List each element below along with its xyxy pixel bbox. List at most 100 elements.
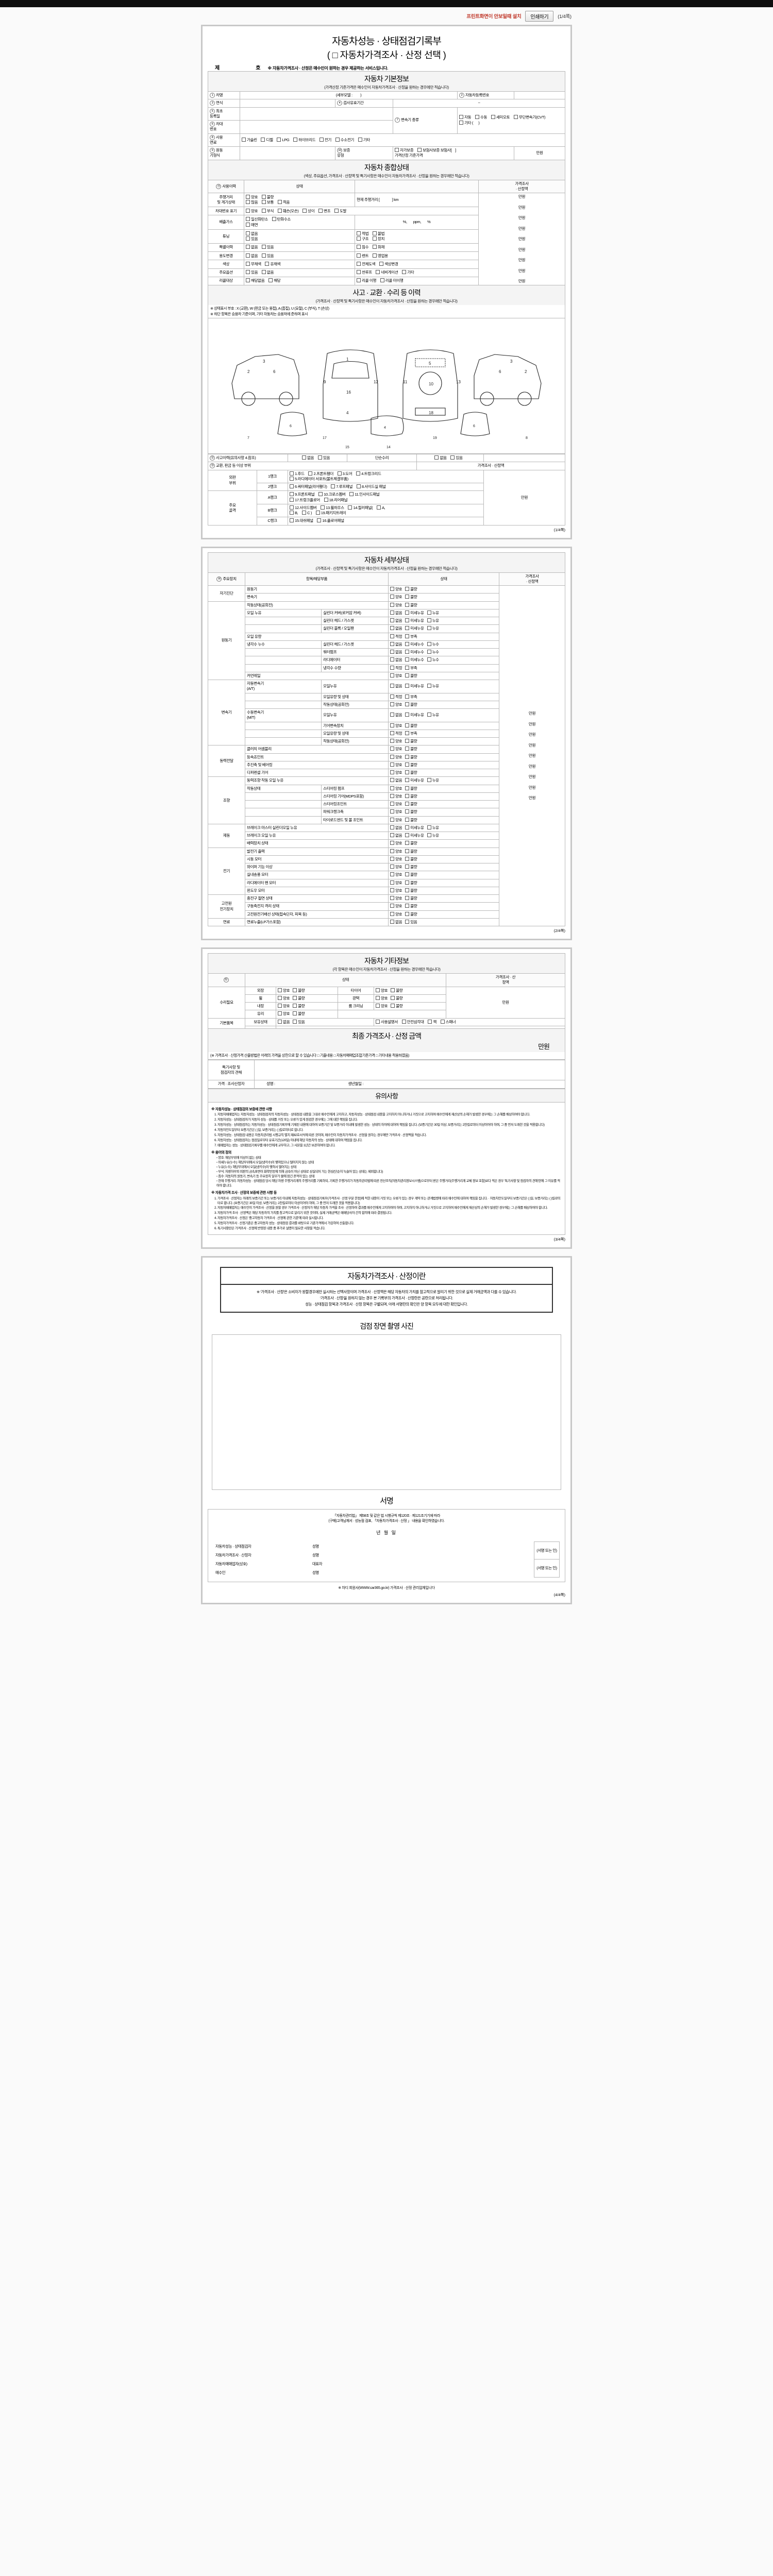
- opt-불량[interactable]: 불량: [405, 849, 417, 854]
- etc-interior-opts[interactable]: 양호 불량: [276, 1002, 338, 1011]
- mileage-state[interactable]: 양호 불량 많음 보통 적음: [244, 192, 355, 208]
- opt-hc[interactable]: 탄화수소: [272, 217, 291, 222]
- sign-input-1[interactable]: [345, 1542, 534, 1551]
- inspect-value[interactable]: ~: [393, 99, 565, 108]
- opt-적정[interactable]: 적정: [390, 694, 402, 700]
- part-pillar-b[interactable]: B,: [290, 511, 298, 516]
- detail-state-options[interactable]: 양호 불량: [388, 863, 500, 872]
- detail-state-options[interactable]: 양호 불량: [388, 886, 500, 895]
- detail-state-options[interactable]: 양호 불량: [388, 784, 500, 793]
- detail-state-options[interactable]: 양호 불량: [388, 700, 500, 709]
- opt-누유[interactable]: 누유: [427, 713, 439, 718]
- fuel-opt-lpg[interactable]: LPG: [277, 137, 290, 143]
- detail-state-options[interactable]: 양호 불량: [388, 855, 500, 864]
- opt-none[interactable]: 없음: [278, 1019, 290, 1025]
- opt-good[interactable]: 양호: [246, 194, 258, 200]
- opt-없음[interactable]: 없음: [390, 650, 402, 655]
- detail-state-options[interactable]: 적정 부족: [388, 692, 500, 701]
- history-options[interactable]: 없음 있음: [288, 454, 347, 463]
- detail-state-options[interactable]: 적정 부족: [388, 632, 500, 641]
- opt-legal[interactable]: 적법: [357, 231, 369, 236]
- opt-fire[interactable]: 화재: [372, 245, 384, 250]
- opt-fullpaint[interactable]: 전체도색: [357, 261, 376, 267]
- opt-양호[interactable]: 양호: [390, 911, 402, 917]
- opt-bad[interactable]: 불량: [261, 194, 274, 200]
- opt-bad[interactable]: 불량: [293, 988, 305, 993]
- detail-state-options[interactable]: 양호 불량: [388, 839, 500, 848]
- opt-부족[interactable]: 부족: [405, 731, 417, 736]
- carname-value[interactable]: (세부모델 : ): [240, 91, 458, 100]
- fuel-opt-hydrogen[interactable]: 수소전기: [335, 137, 354, 143]
- opt-부족[interactable]: 부족: [405, 634, 417, 639]
- opt-부족[interactable]: 부족: [405, 694, 417, 700]
- opt-flood[interactable]: 침수: [357, 245, 369, 250]
- part-side-sill[interactable]: 8.사이드실 패널: [356, 484, 386, 489]
- detail-state-options[interactable]: 적정 부족: [388, 729, 500, 738]
- opt-yes[interactable]: 있음: [261, 253, 274, 259]
- trans-opt-auto[interactable]: 자동: [459, 115, 472, 120]
- opt-양호[interactable]: 양호: [390, 602, 402, 608]
- etc-hold-items[interactable]: 사용설명서 안전삼각대 잭 스패너: [374, 1018, 565, 1026]
- etc-price-value[interactable]: 만원: [446, 986, 565, 1019]
- opt-없음[interactable]: 없음: [390, 641, 402, 647]
- overall-price-cell[interactable]: 만원 만원 만원 만원 만원 만원 만원 만원 만원: [478, 192, 565, 286]
- opt-불량[interactable]: 불량: [405, 809, 417, 815]
- opt-bad[interactable]: 불량: [391, 988, 403, 993]
- detail-state-options[interactable]: 양호 불량: [388, 910, 500, 919]
- opt-recall-done[interactable]: 리콜 이행: [357, 278, 376, 283]
- recall-state[interactable]: 해당없음 해당: [244, 276, 355, 286]
- detail-state-options[interactable]: 없음 미세누유 누유: [388, 680, 500, 693]
- detail-state-options[interactable]: 없음 미세누수 누수: [388, 648, 500, 657]
- opt-yes[interactable]: 있음: [450, 455, 463, 461]
- detail-state-options[interactable]: 양호 불량: [388, 902, 500, 911]
- opt-불량[interactable]: 불량: [405, 872, 417, 877]
- opt-없음[interactable]: 없음: [390, 684, 402, 689]
- etc-wheel-opts[interactable]: 양호 불량: [276, 994, 338, 1003]
- fuel-opt-other[interactable]: 기타: [358, 137, 370, 143]
- opt-양호[interactable]: 양호: [390, 809, 402, 815]
- part-side-member[interactable]: 12.사이드멤버: [290, 505, 317, 511]
- opt-불량[interactable]: 불량: [405, 739, 417, 744]
- opt-normal[interactable]: 보통: [261, 200, 274, 205]
- detail-state-options[interactable]: 없음 있음: [388, 918, 500, 927]
- exchange-price-value[interactable]: 만원: [483, 469, 565, 526]
- opt-양호[interactable]: 양호: [390, 702, 402, 707]
- special-state[interactable]: 없음 있음: [244, 243, 355, 252]
- opt-smoke[interactable]: 매연: [246, 222, 258, 228]
- usechange-state[interactable]: 없음 있음: [244, 251, 355, 261]
- special-remark-value[interactable]: [254, 1060, 565, 1081]
- opt-없음[interactable]: 없음: [390, 618, 402, 623]
- rank-b-items[interactable]: 12.사이드멤버 13.휠하우스 14.필러패널( A, B, C ) 19.패…: [288, 503, 484, 518]
- opt-business[interactable]: 영업용: [372, 253, 388, 259]
- vin-mark-state[interactable]: 양호 부식 훼손(오손) 상이 변조 도말: [244, 207, 479, 216]
- opt-device[interactable]: 장치: [372, 236, 384, 242]
- opt-colorchange[interactable]: 색상변경: [379, 261, 398, 267]
- opt-good[interactable]: 양호: [278, 1004, 290, 1009]
- opt-누수[interactable]: 누수: [427, 641, 439, 647]
- rank-a-items[interactable]: 9.프론트패널 10.크로스멤버 11.인사이드패널 17.트렁크플로어 18.…: [288, 490, 484, 504]
- opt-none[interactable]: 없음: [261, 270, 274, 275]
- opt-sunroof[interactable]: 썬루프: [357, 270, 372, 275]
- opt-양호[interactable]: 양호: [390, 747, 402, 752]
- opt-미세누유[interactable]: 미세누유: [405, 713, 424, 718]
- fuel-opt-gasoline[interactable]: 가솔린: [242, 137, 257, 143]
- etc-hold-extra[interactable]: [276, 1025, 565, 1029]
- opt-good[interactable]: 양호: [376, 995, 388, 1001]
- opt-미세누수[interactable]: 미세누수: [405, 657, 424, 663]
- opt-양호[interactable]: 양호: [390, 754, 402, 760]
- etc-glass-opts[interactable]: 양호 불량: [276, 1010, 338, 1019]
- opt-양호[interactable]: 양호: [390, 888, 402, 893]
- opt-없음[interactable]: 없음: [390, 657, 402, 663]
- opt-양호[interactable]: 양호: [390, 587, 402, 592]
- detail-state-options[interactable]: 양호 불량: [388, 800, 500, 809]
- opt-good[interactable]: 양호: [278, 1011, 290, 1016]
- etc-polish-opts[interactable]: 양호 불량: [374, 994, 446, 1003]
- detail-state-options[interactable]: 없음 미세누유 누유: [388, 776, 500, 785]
- part-pillar-panel[interactable]: 14.필러패널(: [348, 505, 373, 511]
- fuel-opt-diesel[interactable]: 디젤: [261, 137, 273, 143]
- opt-없음[interactable]: 없음: [390, 833, 402, 838]
- fuel-opt-hybrid[interactable]: 하이브리드: [293, 137, 315, 143]
- opt-notapplicable[interactable]: 해당없음: [246, 278, 265, 283]
- opt-불량[interactable]: 불량: [405, 587, 417, 592]
- opt-양호[interactable]: 양호: [390, 595, 402, 600]
